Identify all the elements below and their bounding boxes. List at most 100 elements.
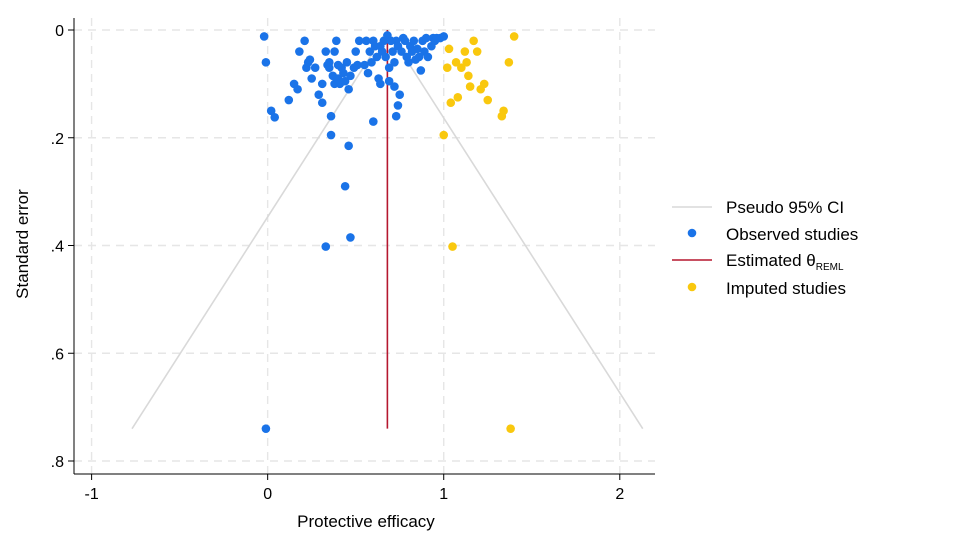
- observed-point: [324, 58, 334, 67]
- observed-point: [421, 33, 431, 43]
- observed-point: [346, 71, 355, 81]
- legend-imputed-swatch: [687, 282, 697, 292]
- observed-point: [344, 141, 353, 151]
- observed-point: [310, 63, 320, 73]
- observed-point: [416, 66, 426, 75]
- observed-point: [284, 95, 294, 105]
- observed-point: [397, 47, 406, 56]
- observed-point: [372, 52, 382, 62]
- x-tick-label: 2: [615, 486, 624, 503]
- imputed-point: [472, 47, 482, 56]
- imputed-points: [439, 32, 519, 433]
- ci-left-line: [131, 29, 389, 430]
- observed-point: [344, 84, 353, 94]
- observed-point: [295, 47, 304, 56]
- observed-point: [270, 112, 280, 122]
- observed-point: [413, 44, 422, 54]
- observed-point: [293, 84, 302, 94]
- observed-point: [376, 41, 385, 51]
- imputed-point: [462, 58, 471, 67]
- observed-point: [390, 58, 399, 67]
- pseudo-ci-lines: [131, 29, 644, 430]
- observed-point: [261, 58, 271, 67]
- legend-observed-label: Observed studies: [726, 225, 858, 244]
- observed-point: [266, 106, 276, 116]
- legend-ci-label: Pseudo 95% CI: [726, 198, 844, 217]
- observed-point: [340, 181, 350, 191]
- observed-point: [321, 242, 331, 251]
- legend-observed-swatch: [687, 228, 697, 238]
- observed-point: [354, 36, 364, 46]
- observed-point: [340, 76, 350, 86]
- grid-lines: [74, 18, 655, 474]
- observed-point: [361, 36, 371, 46]
- observed-point: [376, 79, 385, 89]
- observed-point: [332, 36, 341, 46]
- legend: Pseudo 95% CI Observed studies Estimated…: [672, 198, 858, 298]
- observed-point: [409, 36, 419, 46]
- observed-point: [353, 60, 362, 70]
- imputed-point: [444, 44, 454, 54]
- y-tick-label: .2: [51, 131, 64, 148]
- observed-point: [381, 52, 390, 62]
- observed-point: [317, 98, 327, 108]
- imputed-point: [506, 424, 515, 433]
- ci-right-line: [386, 29, 644, 430]
- legend-estimate-subscript: REML: [816, 262, 844, 273]
- observed-point: [330, 47, 339, 56]
- imputed-point: [464, 71, 473, 81]
- imputed-point: [465, 82, 475, 91]
- imputed-point: [453, 93, 463, 102]
- observed-point: [439, 32, 449, 41]
- imputed-point: [451, 58, 461, 67]
- x-axis-title: Protective efficacy: [297, 512, 435, 531]
- observed-point: [259, 32, 269, 41]
- observed-point: [411, 55, 420, 64]
- observed-point: [388, 47, 397, 56]
- observed-points: [259, 31, 449, 433]
- imputed-point: [483, 95, 493, 105]
- observed-point: [384, 63, 394, 73]
- observed-point: [400, 36, 410, 46]
- observed-point: [321, 47, 331, 56]
- plot-area: [74, 18, 655, 474]
- observed-point: [369, 117, 378, 126]
- imputed-point: [509, 32, 519, 41]
- imputed-point: [439, 130, 449, 140]
- observed-point: [342, 58, 352, 67]
- x-tick-label: -1: [84, 486, 98, 503]
- y-tick-label: .4: [51, 239, 64, 256]
- x-tick-label: 1: [439, 486, 448, 503]
- observed-point: [363, 68, 373, 78]
- imputed-point: [442, 63, 452, 73]
- observed-point: [300, 36, 309, 46]
- imputed-point: [504, 58, 514, 67]
- legend-estimate-label: Estimated θREML: [726, 251, 844, 273]
- y-axis-title: Standard error: [13, 189, 32, 299]
- observed-point: [365, 47, 375, 56]
- observed-point: [326, 111, 336, 121]
- imputed-point: [469, 36, 478, 46]
- observed-point: [384, 76, 394, 86]
- imputed-point: [479, 79, 489, 89]
- imputed-point: [460, 47, 470, 56]
- observed-point: [307, 74, 316, 83]
- observed-point: [391, 111, 401, 121]
- observed-point: [404, 58, 413, 67]
- observed-point: [339, 68, 348, 78]
- x-tick-label: 0: [263, 486, 272, 503]
- legend-estimate-text: Estimated θ: [726, 251, 816, 270]
- y-tick-label: 0: [55, 23, 64, 40]
- observed-point: [346, 233, 355, 242]
- observed-point: [395, 90, 405, 99]
- observed-point: [351, 47, 360, 56]
- observed-point: [326, 130, 336, 140]
- axes: -1 0 1 2 0 .2 .4 .6 .8: [51, 18, 655, 503]
- imputed-point: [499, 106, 508, 116]
- observed-point: [317, 79, 327, 89]
- legend-imputed-label: Imputed studies: [726, 279, 846, 298]
- observed-point: [261, 424, 271, 433]
- observed-point: [367, 58, 376, 67]
- observed-point: [423, 52, 433, 62]
